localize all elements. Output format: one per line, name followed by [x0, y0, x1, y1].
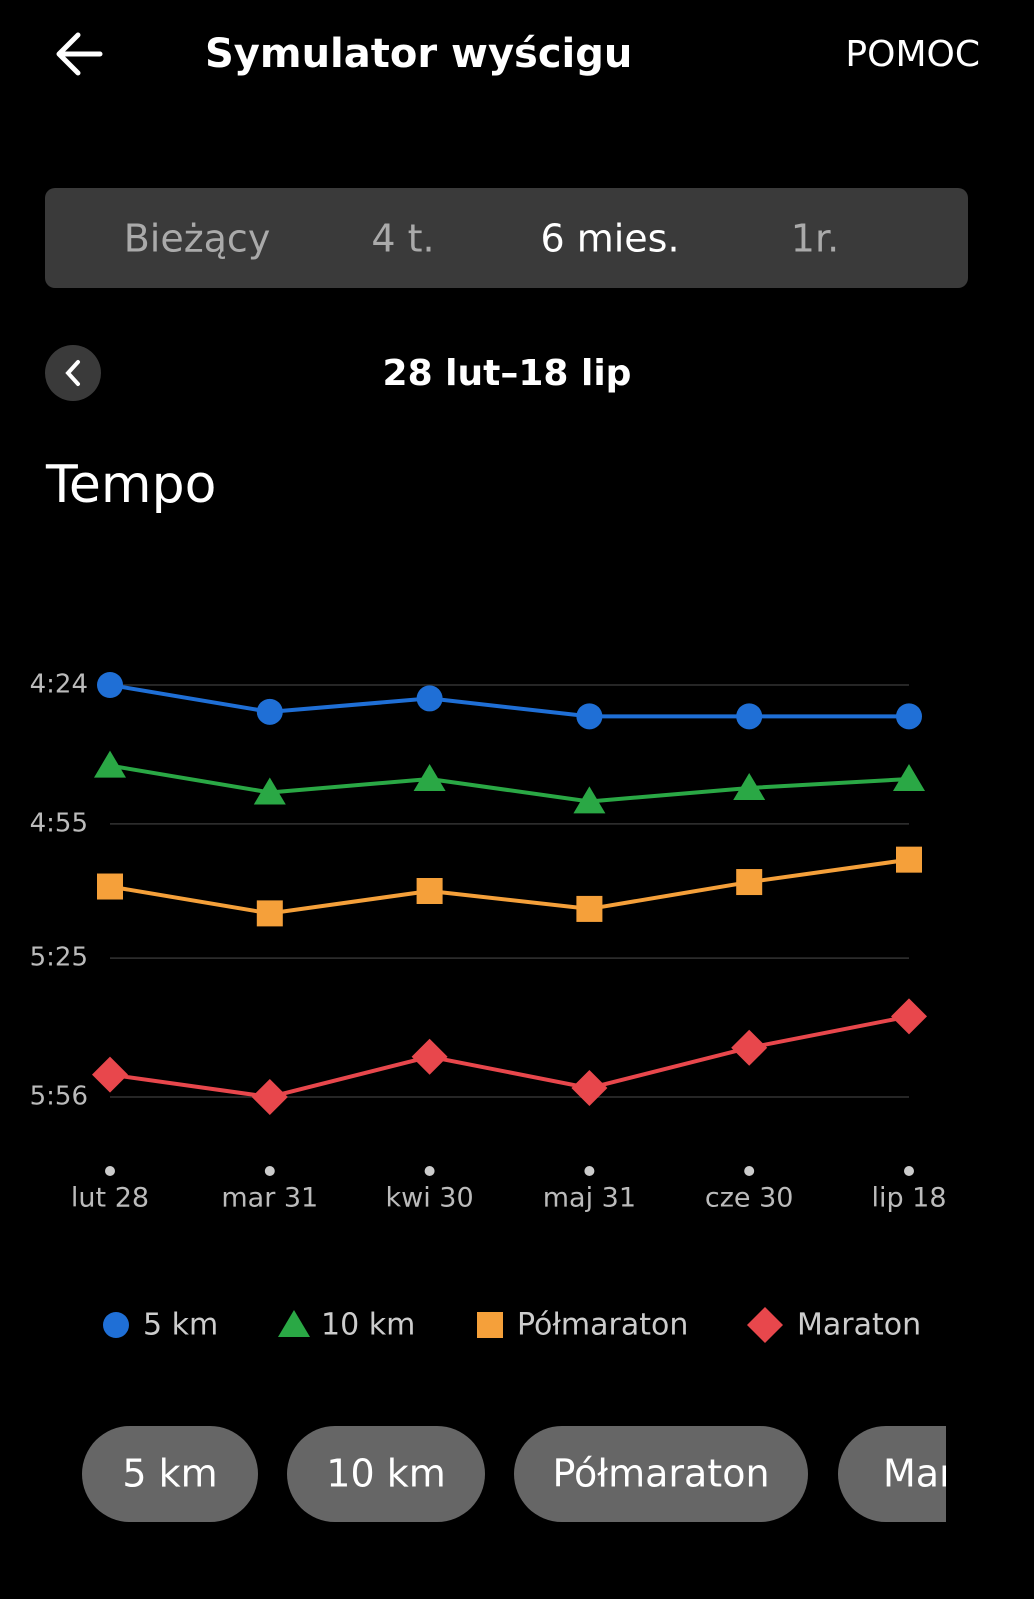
- data-point: [571, 1070, 608, 1107]
- data-point: [573, 786, 606, 814]
- help-button[interactable]: POMOC: [845, 34, 980, 75]
- x-tick-label: maj 31: [543, 1183, 636, 1214]
- data-point: [736, 703, 763, 730]
- series-line: [109, 683, 909, 719]
- legend-marker: [278, 1310, 310, 1337]
- section-title: Tempo: [45, 455, 216, 515]
- x-tick-dot: [264, 1166, 275, 1176]
- x-tick-dot: [584, 1166, 595, 1176]
- back-arrow[interactable]: [56, 32, 103, 76]
- data-point: [576, 895, 603, 922]
- prev-button[interactable]: [45, 345, 101, 401]
- tab-bar: [45, 188, 968, 288]
- y-tick-label: 5:25: [30, 943, 88, 973]
- data-point: [97, 672, 123, 698]
- chip-row: 5 km 10 km Półmaraton Maraton: [82, 1426, 1034, 1522]
- legend-label: 5 km: [143, 1308, 218, 1343]
- x-tick-label: lip 18: [871, 1183, 946, 1214]
- data-point: [413, 764, 446, 792]
- data-point: [92, 1056, 128, 1093]
- chip[interactable]: [82, 1426, 258, 1522]
- series-line: [109, 1014, 910, 1100]
- x-tick-dot: [904, 1166, 914, 1176]
- legend-label: Półmaraton: [517, 1308, 688, 1343]
- data-point: [891, 998, 927, 1035]
- data-point: [256, 698, 283, 725]
- data-point: [893, 764, 925, 792]
- data-point: [896, 703, 922, 730]
- tab[interactable]: 4 t.: [371, 217, 434, 261]
- x-tick-label: mar 31: [221, 1183, 318, 1214]
- legend-marker: [747, 1307, 783, 1343]
- header-title: Symulator wyścigu: [205, 31, 632, 77]
- data-point: [416, 685, 443, 712]
- legend-label: 10 km: [321, 1308, 415, 1343]
- x-tick-dot: [105, 1166, 115, 1176]
- x-tick-dot: [744, 1166, 755, 1176]
- series-line: [109, 763, 910, 804]
- legend-marker: [103, 1312, 129, 1338]
- legend-label: Maraton: [797, 1308, 921, 1343]
- tab[interactable]: Bieżący: [124, 217, 271, 261]
- chip-label[interactable]: 10 km: [326, 1452, 445, 1496]
- data-point: [97, 873, 123, 900]
- y-tick-label: 4:55: [30, 808, 88, 838]
- y-tick-label: 4:24: [30, 670, 88, 700]
- data-point: [251, 1079, 288, 1115]
- series-line: [109, 857, 910, 916]
- data-point: [736, 869, 763, 896]
- data-point: [896, 846, 922, 873]
- chip[interactable]: [287, 1426, 485, 1522]
- chip[interactable]: [514, 1426, 808, 1522]
- legend-marker: [477, 1312, 503, 1338]
- data-point: [733, 773, 766, 800]
- chip-label[interactable]: Maraton: [883, 1452, 1034, 1496]
- data-point: [253, 777, 286, 805]
- data-point: [94, 750, 126, 778]
- data-point: [256, 900, 283, 927]
- chip-label[interactable]: 5 km: [122, 1452, 217, 1496]
- data-point: [416, 878, 443, 904]
- chip-label[interactable]: Półmaraton: [552, 1452, 769, 1496]
- back-button[interactable]: [56, 32, 103, 76]
- tab[interactable]: 1r.: [791, 217, 839, 261]
- data-point: [576, 703, 603, 730]
- date-range: 28 lut–18 lip: [383, 353, 632, 394]
- prev-icon[interactable]: [65, 360, 80, 386]
- chip[interactable]: [838, 1426, 1034, 1522]
- x-tick-dot: [424, 1166, 435, 1176]
- x-tick-label: kwi 30: [386, 1183, 474, 1214]
- x-tick-label: cze 30: [705, 1183, 794, 1214]
- tab[interactable]: 6 mies.: [540, 217, 679, 261]
- x-tick-label: lut 28: [71, 1183, 149, 1214]
- data-point: [411, 1038, 448, 1075]
- data-point: [731, 1029, 768, 1066]
- y-tick-label: 5:56: [30, 1082, 88, 1112]
